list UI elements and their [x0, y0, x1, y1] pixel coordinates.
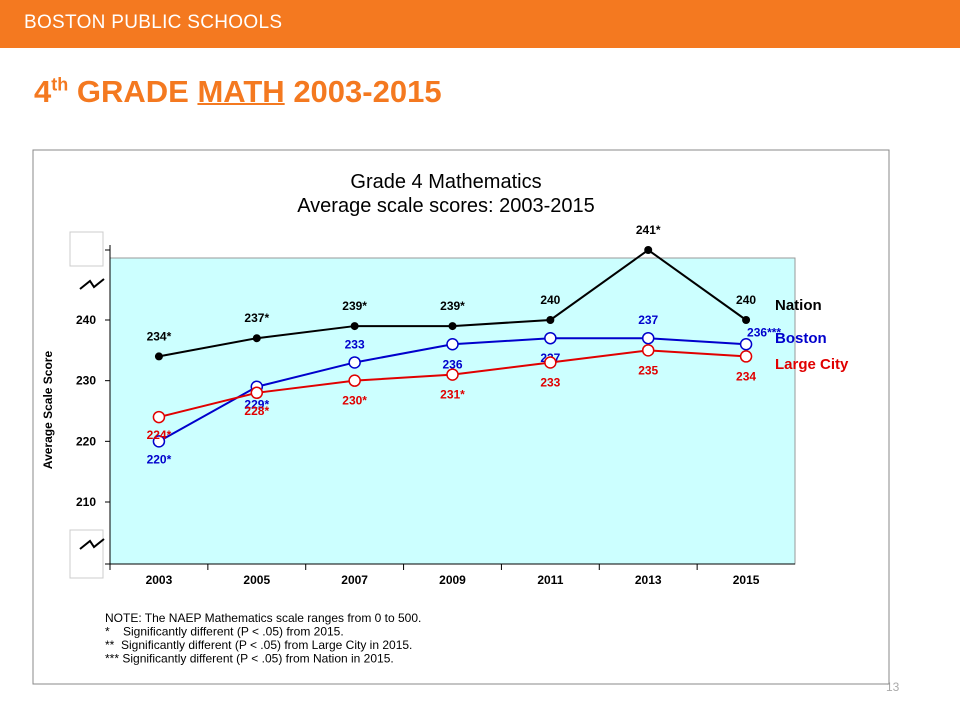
y-axis-label: Average Scale Score: [41, 351, 55, 470]
y-tick-label: 210: [76, 495, 96, 509]
data-label: 236***: [747, 325, 781, 339]
data-label: 236: [442, 357, 462, 371]
marker: [448, 322, 457, 331]
data-label: 231*: [440, 388, 465, 402]
axis-break-mask: [69, 529, 104, 579]
y-tick-label: 240: [76, 313, 96, 327]
note: ** Significantly different (P < .05) fro…: [105, 638, 412, 652]
title-part: GRADE: [76, 74, 189, 109]
data-label: 230*: [342, 394, 367, 408]
marker: [348, 374, 361, 387]
data-label: 233: [345, 337, 365, 351]
marker: [446, 338, 459, 351]
data-label: 237*: [244, 311, 269, 325]
x-tick-label: 2015: [733, 573, 760, 587]
marker: [544, 331, 557, 345]
marker: [641, 331, 655, 345]
y-tick-label: 230: [76, 374, 96, 388]
axis-break: [79, 278, 105, 290]
marker: [739, 338, 753, 351]
data-label: 234*: [147, 329, 172, 343]
header-bar: BOSTON PUBLIC SCHOOLS: [0, 0, 960, 48]
x-tick-label: 2013: [635, 573, 662, 587]
data-label: 237: [638, 313, 658, 327]
marker: [644, 246, 653, 254]
marker: [152, 410, 166, 424]
axis-break: [79, 538, 105, 550]
data-label: 229*: [244, 398, 269, 412]
data-label: 240: [736, 293, 756, 307]
legend-label: Boston: [775, 330, 827, 347]
marker: [154, 352, 163, 361]
note: * Significantly different (P < .05) from…: [105, 625, 344, 639]
plot-area: [109, 257, 796, 565]
axis-break-mask: [69, 231, 104, 267]
data-label: 224*: [147, 428, 172, 442]
chart-title: Grade 4 Mathematics: [350, 171, 541, 193]
data-label: 220*: [147, 452, 172, 466]
marker: [152, 435, 166, 448]
legend-label: Nation: [775, 297, 822, 314]
x-tick-label: 2003: [146, 573, 173, 587]
data-label: 239*: [342, 299, 367, 313]
legend-label: Large City: [775, 356, 849, 373]
header-text: BOSTON PUBLIC SCHOOLS: [24, 12, 283, 33]
data-label: 235: [638, 363, 658, 377]
x-tick-label: 2007: [341, 573, 368, 587]
marker: [739, 350, 753, 363]
note: NOTE: The NAEP Mathematics scale ranges …: [105, 611, 421, 625]
x-tick-label: 2009: [439, 573, 466, 587]
data-label: 234: [736, 369, 756, 383]
title-part: 4: [34, 74, 52, 109]
marker: [350, 322, 359, 331]
title-part: MATH: [197, 74, 285, 109]
title-part: 2003-2015: [293, 74, 442, 109]
marker: [544, 356, 557, 369]
title-part: th: [51, 74, 69, 95]
data-label: 240: [540, 293, 560, 307]
data-label: 241*: [636, 223, 661, 237]
y-tick-label: 220: [76, 434, 96, 448]
data-label: 233: [540, 375, 560, 389]
marker: [446, 368, 459, 381]
marker: [250, 386, 264, 400]
marker: [252, 334, 261, 343]
data-label: 239*: [440, 299, 465, 313]
x-tick-label: 2011: [537, 573, 563, 587]
marker: [641, 344, 655, 357]
marker: [742, 316, 751, 324]
slide-title: 4th GRADE MATH 2003-2015: [34, 74, 442, 110]
chart-title: Average scale scores: 2003-2015: [297, 195, 595, 217]
x-tick-label: 2005: [243, 573, 270, 587]
note: *** Significantly different (P < .05) fr…: [105, 652, 394, 666]
marker: [546, 316, 555, 324]
data-label: 228*: [244, 404, 269, 418]
marker: [348, 356, 361, 369]
